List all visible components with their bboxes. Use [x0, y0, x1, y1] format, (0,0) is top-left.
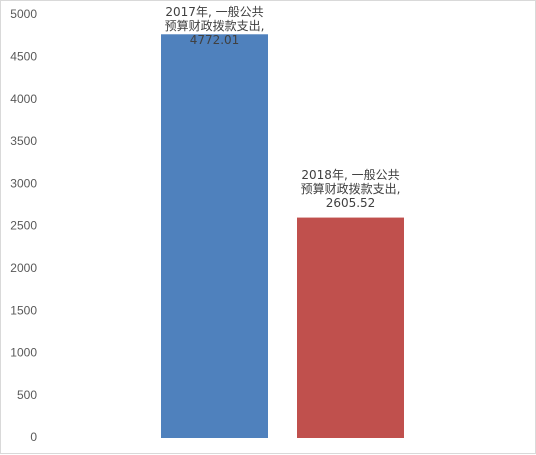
bar	[161, 34, 268, 438]
y-tick-label: 2500	[10, 219, 37, 233]
y-tick-label: 4000	[10, 92, 37, 106]
bar	[297, 217, 404, 438]
y-tick-label: 3500	[10, 134, 37, 148]
y-tick-label: 500	[17, 388, 37, 402]
data-label: 2018年, 一般公共预算财政拨款支出, 2605.52	[300, 167, 401, 210]
y-tick-label: 2000	[10, 261, 37, 275]
y-tick-label: 5000	[10, 7, 37, 21]
y-tick-label: 1500	[10, 303, 37, 317]
y-tick-label: 3000	[10, 176, 37, 190]
y-tick-label: 4500	[10, 49, 37, 63]
y-tick-label: 1000	[10, 346, 37, 360]
data-label: 2017年, 一般公共预算财政拨款支出, 4772.01	[164, 5, 265, 47]
y-tick-label: 0	[30, 430, 37, 444]
